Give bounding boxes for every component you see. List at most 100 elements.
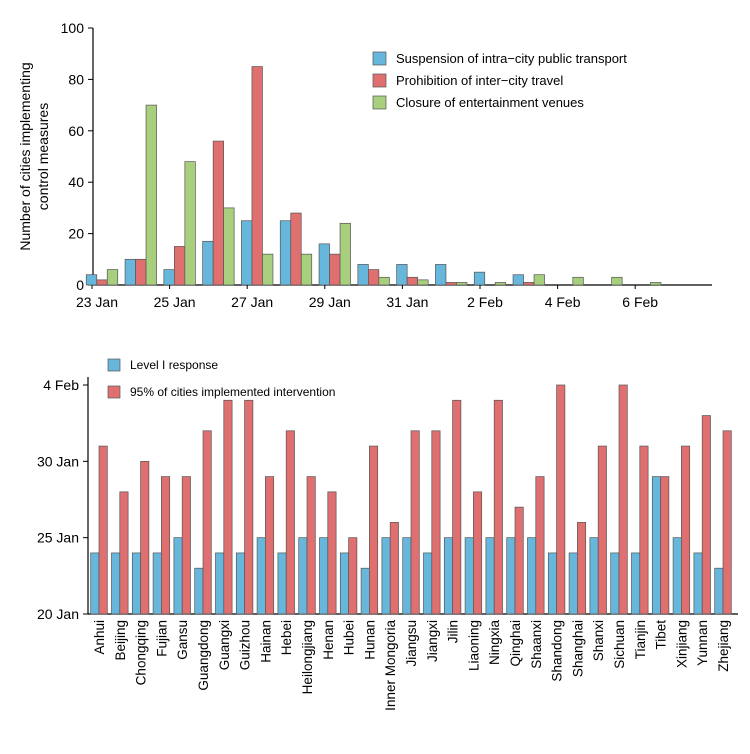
bottom-x-label-guangdong: Guangdong [196, 620, 211, 691]
bottom-bar-blue-guangdong [194, 567, 204, 615]
bottom-bar-red-guangdong [202, 430, 212, 615]
bottom-x-label-jilin: Jilin [446, 620, 461, 643]
top-bar-blue-29-jan [318, 243, 330, 286]
bottom-bar-red-guizhou [244, 399, 254, 615]
bottom-bar-red-shandong [556, 384, 566, 615]
bottom-bar-blue-guangxi [215, 552, 225, 615]
bottom-bar-blue-jiangxi [423, 552, 433, 615]
bottom-x-label-henan: Henan [321, 620, 336, 660]
bottom-bar-red-gansu [181, 476, 191, 615]
bottom-bar-blue-ningxia [485, 537, 495, 615]
bottom-bar-blue-heilongjiang [298, 537, 308, 615]
bottom-x-label-jiangxi: Jiangxi [425, 620, 440, 662]
bottom-bar-blue-chongqing [131, 552, 141, 615]
bottom-legend-label-red: 95% of cities implemented intervention [130, 385, 335, 399]
bottom-bar-blue-jilin [443, 537, 453, 615]
top-bar-red-25-jan [174, 246, 186, 286]
bottom-bar-red-hubei [348, 537, 358, 615]
top-legend-label-green: Closure of entertainment venues [396, 95, 584, 110]
bottom-bar-blue-fujian [152, 552, 162, 615]
top-y-axis-title: Number of cities implementing control mea… [17, 62, 51, 250]
top-bar-green-31-jan [417, 279, 429, 286]
top-bar-green-5-feb [611, 276, 623, 286]
bottom-bar-red-henan [327, 491, 337, 615]
bottom-bar-blue-tianjin [631, 552, 641, 615]
bottom-bar-red-hainan [265, 476, 275, 615]
top-bar-green-28-jan [300, 253, 313, 286]
bottom-bar-blue-xinjiang [672, 537, 682, 615]
bottom-x-label-tibet: Tibet [654, 620, 669, 650]
bottom-bar-red-jiangsu [410, 430, 420, 615]
bottom-bar-red-chongqing [140, 460, 150, 615]
bottom-x-label-qinghai: Qinghai [508, 620, 523, 667]
bottom-bar-red-heilongjiang [306, 476, 316, 615]
bottom-bar-red-zhejiang [722, 430, 732, 615]
top-x-tick-label: 4 Feb [545, 294, 581, 310]
top-bar-green-6-feb [650, 282, 662, 286]
bottom-y-tick-label: 4 Feb [43, 377, 79, 393]
top-legend-swatch-red [372, 73, 387, 88]
top-bar-green-25-jan [184, 161, 196, 286]
bottom-bar-red-jilin [452, 399, 462, 615]
bottom-bar-red-inner-mongoria [389, 522, 399, 615]
top-bar-blue-26-jan [202, 240, 214, 286]
bottom-bar-blue-hunan [360, 567, 370, 615]
bottom-x-label-heilongjiang: Heilongjiang [300, 620, 315, 694]
bottom-legend: Level I response 95% of cities implemente… [107, 358, 335, 399]
top-bar-blue-3-feb [512, 274, 524, 286]
top-chart-daily-measures: 0 20 40 60 80 100 Number of cities implementin… [17, 20, 712, 310]
top-bar-red-29-jan [329, 253, 341, 286]
top-bar-blue-23-jan [85, 274, 98, 286]
bottom-bar-red-yunnan [701, 415, 711, 615]
bottom-bar-red-shanxi [597, 445, 607, 615]
bottom-bar-blue-hebei [277, 552, 287, 615]
top-x-tick-label: 2 Feb [467, 294, 503, 310]
bottom-bar-blue-beijing [111, 552, 121, 615]
top-bar-green-29-jan [339, 222, 351, 286]
bottom-bar-red-guangxi [223, 399, 233, 615]
bottom-bar-blue-liaoning [464, 537, 474, 615]
bottom-bar-blue-sichuan [610, 552, 620, 615]
top-bar-green-30-jan [378, 276, 390, 286]
bottom-legend-swatch-red [107, 385, 121, 399]
bottom-bar-red-xinjiang [681, 445, 691, 615]
bottom-bar-blue-shandong [547, 552, 557, 615]
bottom-bar-red-fujian [161, 476, 171, 615]
top-y-axis-title-line: Number of cities implementing [17, 62, 33, 250]
bottom-bar-red-hebei [285, 430, 295, 615]
top-bar-green-24-jan [145, 104, 157, 286]
bottom-x-label-shandong: Shandong [550, 620, 565, 682]
top-bar-green-26-jan [223, 207, 235, 286]
bottom-x-label-chongqing: Chongqing [134, 620, 149, 685]
bottom-bar-red-shaanxi [535, 476, 545, 615]
bottom-bar-red-jiangxi [431, 430, 441, 615]
bottom-x-label-anhui: Anhui [92, 620, 107, 655]
bottom-x-label-tianjin: Tianjin [633, 620, 648, 659]
bottom-bar-blue-inner-mongoria [381, 537, 391, 615]
top-bar-blue-24-jan [124, 258, 136, 286]
top-y-axis-title-line: control measures [35, 103, 51, 210]
top-bar-blue-1-feb [435, 264, 447, 286]
bottom-x-label-liaoning: Liaoning [466, 620, 481, 671]
top-bar-green-3-feb [533, 274, 545, 286]
bottom-x-label-sichuan: Sichuan [612, 620, 627, 669]
bottom-bar-red-sichuan [618, 384, 628, 615]
bottom-bar-red-hunan [369, 445, 379, 615]
top-y-tick-label: 100 [61, 20, 85, 36]
bottom-x-label-inner-mongoria: Inner Mongoria [383, 620, 398, 711]
top-bar-red-1-feb [445, 282, 457, 286]
top-bar-blue-31-jan [396, 264, 408, 286]
top-y-tick-label: 60 [68, 123, 84, 139]
bottom-bar-blue-tibet [651, 476, 661, 615]
bottom-x-label-hebei: Hebei [279, 620, 294, 655]
bottom-x-label-gansu: Gansu [175, 620, 190, 660]
bottom-bar-blue-jiangsu [402, 537, 412, 615]
top-x-tick-label: 23 Jan [76, 294, 118, 310]
bottom-bar-red-tibet [660, 476, 670, 615]
bottom-bar-blue-zhejiang [714, 567, 724, 615]
bottom-legend-label-blue: Level I response [130, 358, 218, 372]
top-bar-red-28-jan [290, 212, 302, 286]
bottom-x-label-shaanxi: Shaanxi [529, 620, 544, 669]
top-legend-label-blue: Suspension of intra−city public transpor… [396, 51, 627, 66]
